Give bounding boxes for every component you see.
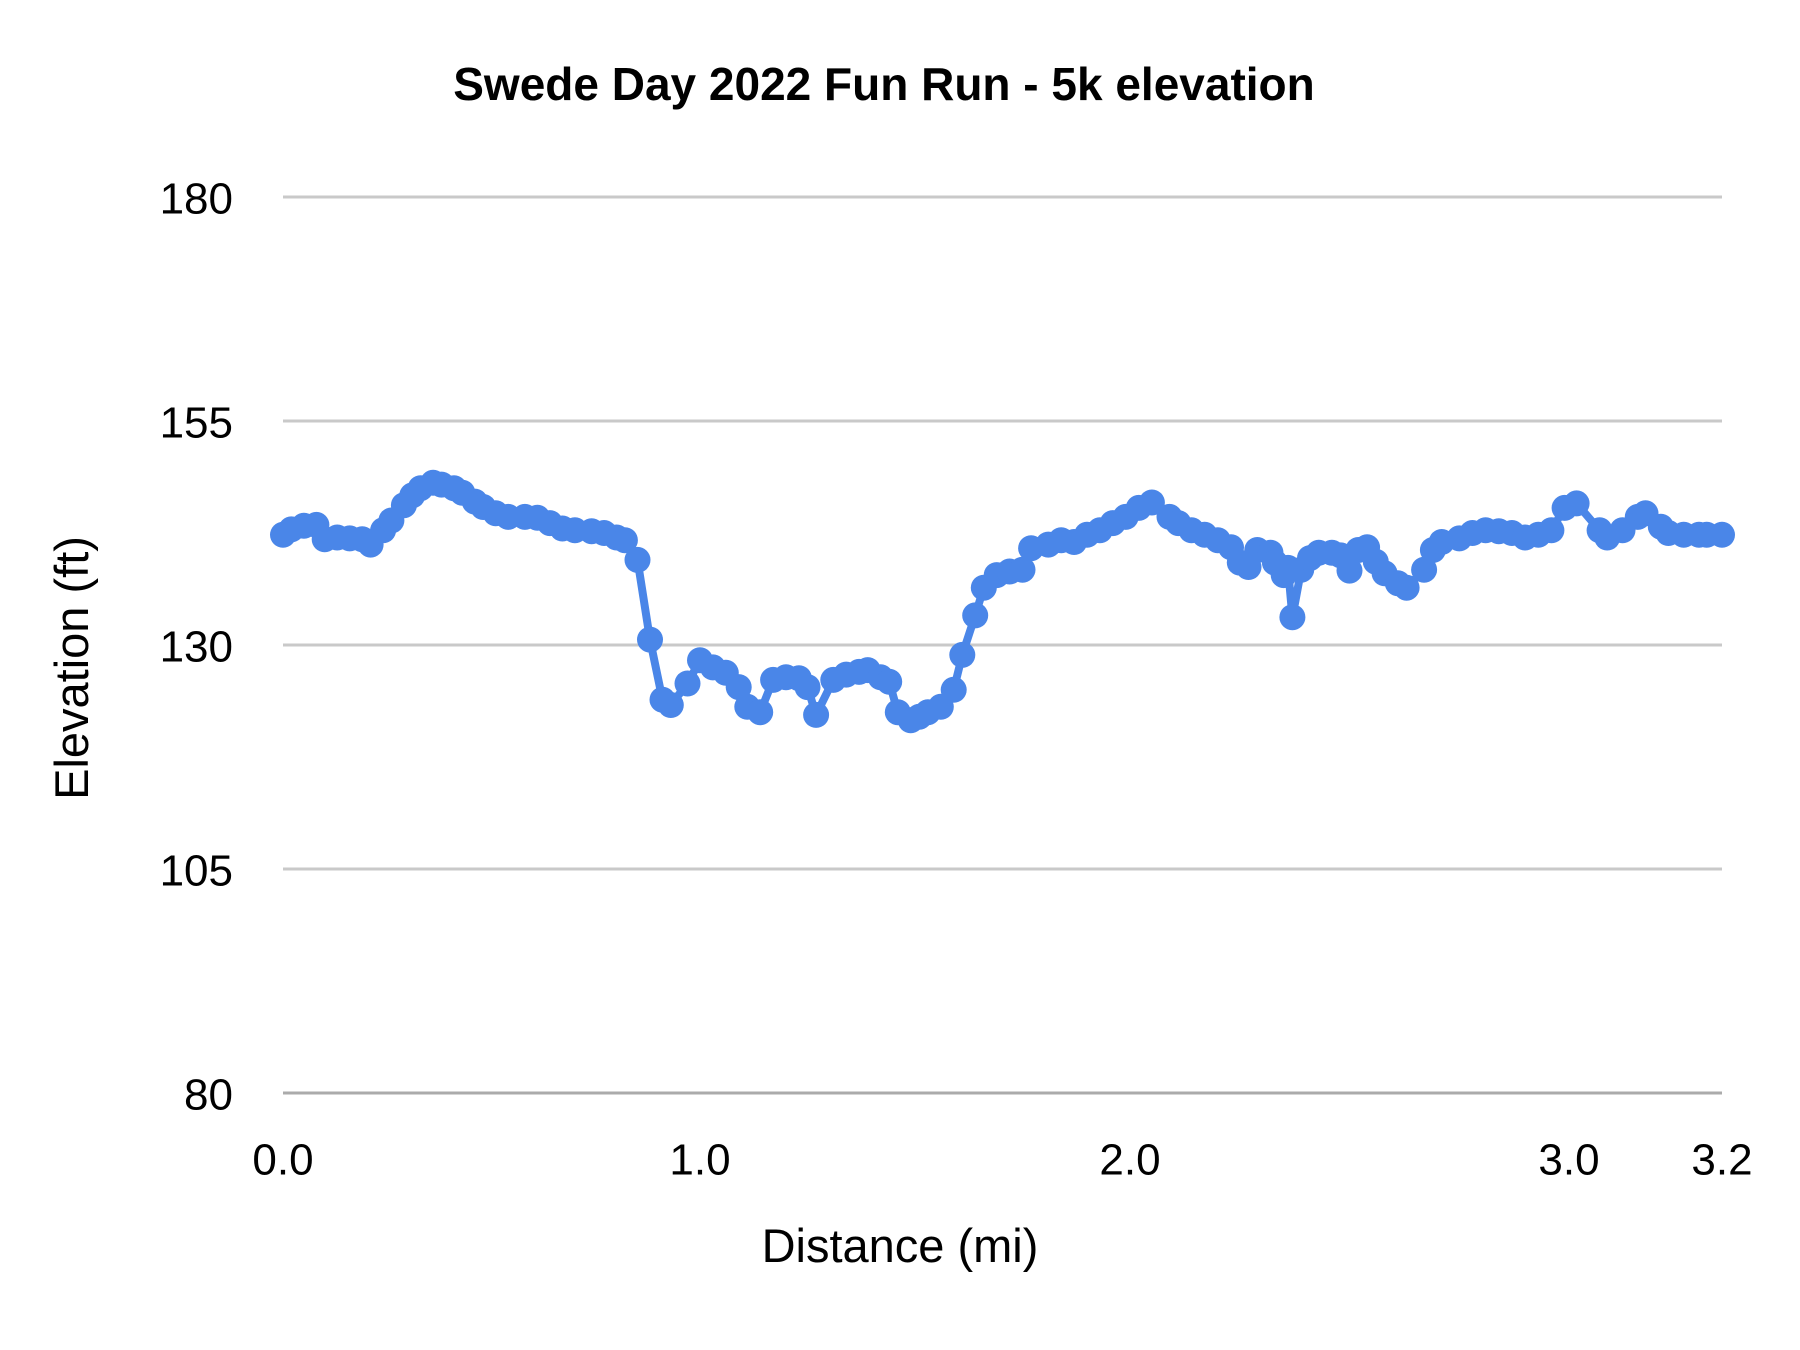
data-point [624, 546, 651, 573]
data-point [949, 641, 976, 668]
x-tick-label: 1.0 [669, 1136, 730, 1185]
data-point [1411, 556, 1438, 583]
data-point [674, 670, 701, 697]
x-tick-label: 3.0 [1538, 1136, 1599, 1185]
data-point [962, 602, 989, 629]
data-point [657, 692, 684, 718]
y-tick-label: 155 [160, 399, 233, 448]
data-point [1563, 490, 1590, 517]
chart-title: Swede Day 2022 Fun Run - 5k elevation [453, 58, 1315, 110]
data-point [1538, 517, 1565, 544]
x-axis-title: Distance (mi) [762, 1219, 1039, 1272]
data-point [876, 668, 903, 695]
y-tick-label: 130 [160, 623, 233, 672]
x-tick-label: 0.0 [252, 1136, 313, 1185]
gridlines [283, 195, 1722, 1095]
data-point [1009, 556, 1036, 583]
x-tick-label: 3.2 [1691, 1136, 1752, 1185]
y-tick-label: 80 [184, 1071, 233, 1120]
data-point [803, 701, 830, 728]
data-point [1279, 604, 1306, 631]
data-point [1393, 574, 1420, 601]
x-tick-label: 2.0 [1099, 1136, 1160, 1185]
data-point [1709, 521, 1735, 548]
y-axis-tick-labels: 180 155 130 105 80 [160, 175, 233, 1120]
data-point [725, 674, 752, 701]
data-point [794, 674, 821, 701]
data-point [1138, 489, 1165, 516]
x-axis-tick-labels: 0.0 1.0 2.0 3.0 3.2 [252, 1136, 1752, 1185]
y-axis-title: Elevation (ft) [45, 536, 98, 800]
elevation-series [270, 469, 1735, 734]
data-point [1336, 557, 1363, 584]
data-point [747, 699, 774, 726]
data-point [940, 676, 967, 703]
data-point [611, 527, 638, 554]
y-tick-label: 180 [160, 175, 233, 224]
data-point [637, 626, 663, 653]
y-tick-label: 105 [160, 847, 233, 896]
